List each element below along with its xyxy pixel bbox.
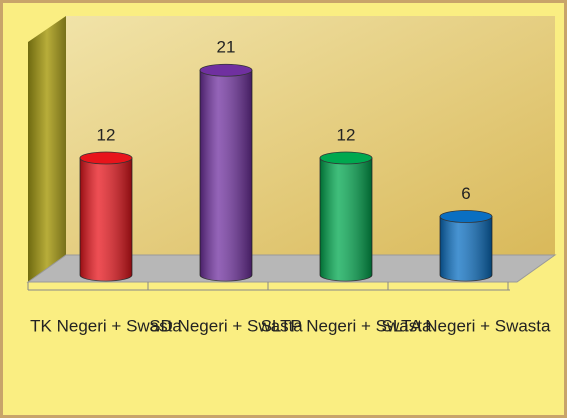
bar — [79, 151, 133, 282]
bar — [439, 210, 493, 282]
value-label: 21 — [217, 38, 236, 57]
x-tick-label: TK Negeri + Swasta — [30, 316, 182, 335]
bar-shade — [200, 70, 252, 281]
x-tick-label: SLTA Negeri + Swasta — [382, 316, 552, 335]
x-tick-label: SD Negeri + Swasta — [149, 316, 303, 335]
bar-shade — [320, 158, 372, 281]
value-label: 6 — [461, 184, 470, 203]
bar-top — [319, 151, 373, 165]
bar-shade — [440, 216, 492, 281]
bar-shade — [80, 158, 132, 281]
bar-top — [439, 210, 493, 223]
x-tick-label: SLTP Negeri + Swasta — [261, 316, 432, 335]
value-label: 12 — [97, 125, 116, 144]
bar — [319, 151, 373, 282]
value-label: 12 — [337, 125, 356, 144]
side-wall — [28, 16, 66, 282]
back-wall — [66, 16, 555, 255]
floor — [26, 254, 557, 283]
bar — [199, 63, 253, 282]
bar-top — [79, 151, 133, 165]
bar-top — [199, 63, 253, 77]
